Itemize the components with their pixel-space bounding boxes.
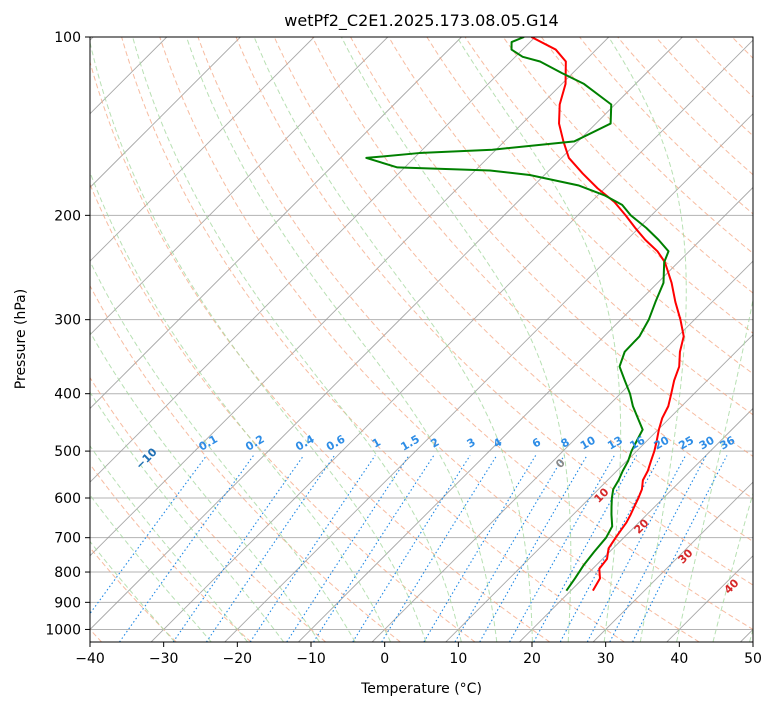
chart-title: wetPf2_C2E1.2025.173.08.05.G14 (284, 11, 558, 31)
isotherm-line (371, 260, 753, 642)
x-tick-label: −10 (296, 651, 326, 667)
x-tick-label: 30 (597, 651, 615, 667)
mixing-ratio-line (352, 455, 471, 642)
dry-adiabat-line (388, 37, 753, 416)
dry-adiabat-line (464, 37, 753, 334)
isotherm-line (90, 37, 462, 410)
x-axis-label: Temperature (°C) (360, 681, 482, 697)
mixing-ratio-line (249, 455, 376, 642)
y-tick-label: 900 (54, 595, 81, 611)
isotherm-line (90, 37, 315, 262)
isotherm-line (445, 334, 753, 642)
y-tick-label: 100 (54, 30, 81, 46)
moist-adiabat-line (253, 37, 533, 642)
x-tick-label: 10 (449, 651, 467, 667)
dry-adiabat-line (311, 37, 753, 500)
dry-adiabat-line (121, 37, 625, 642)
dewpoint-profile (365, 37, 670, 592)
mixing-ratio-line (313, 455, 435, 642)
y-tick-label: 1000 (45, 622, 81, 638)
dry-adiabat-line (197, 37, 753, 631)
dry-adiabat-line (426, 37, 753, 375)
x-tick-label: 20 (523, 651, 541, 667)
isotherm-line (150, 39, 753, 642)
x-tick-label: −20 (223, 651, 253, 667)
mixing-ratio-line (586, 455, 687, 642)
moist-adiabat-line (132, 37, 462, 642)
x-tick-label: 0 (380, 651, 389, 667)
mixing-ratio-line (286, 455, 410, 642)
y-tick-label: 700 (54, 531, 81, 547)
mixing-ratio-line (533, 455, 638, 642)
dry-adiabat-label: −20 (50, 414, 77, 441)
dry-adiabat-line (235, 37, 753, 586)
y-tick-label: 400 (54, 387, 81, 403)
moist-adiabat-line (712, 491, 753, 642)
y-tick-label: 800 (54, 565, 81, 581)
x-tick-label: −30 (149, 651, 179, 667)
isotherm-line (519, 407, 753, 642)
mixing-ratio-line (90, 455, 208, 615)
isotherm-line (90, 37, 610, 557)
dry-adiabat-line (90, 60, 551, 642)
mixing-ratio-line (381, 455, 498, 642)
moist-adiabat-line (90, 171, 391, 642)
moist-adiabat-line (186, 37, 498, 642)
x-tick-label: 40 (670, 651, 688, 667)
dry-adiabat-line (770, 37, 775, 642)
y-tick-label: 600 (54, 491, 81, 507)
y-axis-label: Pressure (hPa) (13, 289, 29, 389)
mixing-ratio-line (423, 455, 537, 642)
isotherm-line (224, 113, 753, 642)
dry-adiabat-line (90, 376, 326, 642)
dry-adiabat-line (350, 37, 753, 457)
temperature-profile (530, 37, 685, 592)
moist-adiabat-line (90, 331, 320, 642)
isotherm-line (592, 481, 753, 642)
mixing-ratio-line (609, 455, 707, 642)
plot-background (90, 37, 753, 642)
moist-adiabat-line (608, 37, 687, 642)
dry-adiabat-line (273, 37, 753, 543)
isotherm-line (90, 37, 536, 483)
dry-adiabat-line (90, 182, 476, 642)
y-tick-label: 500 (54, 444, 81, 460)
moist-adiabat-line (90, 260, 356, 642)
plot-frame (89, 36, 754, 643)
dry-adiabat-line (159, 37, 700, 642)
y-tick-label: 200 (54, 208, 81, 224)
moist-adiabat-line (676, 296, 753, 642)
moist-adiabat-line (90, 40, 427, 642)
dry-adiabat-line (579, 37, 753, 215)
y-tick-label: 300 (54, 313, 81, 329)
moist-adiabat-line (340, 37, 572, 642)
x-tick-label: −40 (75, 651, 105, 667)
isotherm-line (90, 37, 389, 336)
mixing-ratio-line (559, 455, 662, 642)
mixing-ratio-line (632, 455, 728, 642)
mixing-ratio-line (205, 455, 335, 642)
x-tick-label: 50 (744, 651, 762, 667)
isotherm-line (90, 37, 241, 189)
dry-adiabat-line (540, 37, 753, 254)
dry-adiabat-line (90, 284, 401, 642)
